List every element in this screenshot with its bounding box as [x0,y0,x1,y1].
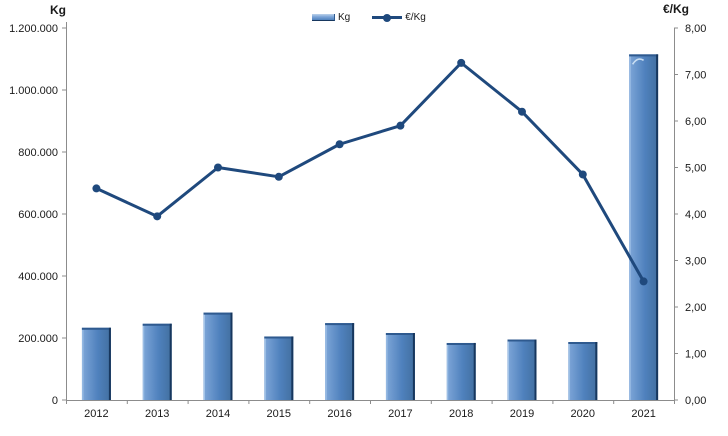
axes [62,22,678,404]
price-marker-2012 [92,184,101,193]
x-axis-category-label: 2020 [571,408,595,420]
legend-item-eur-per-kg: €/Kg [372,12,426,23]
legend-label-kg: Kg [338,12,351,23]
left-axis-tick-label: 1.200.000 [9,23,58,35]
bar-2013 [142,323,172,400]
left-axis-tick-label: 600.000 [18,209,58,221]
bars-group [81,54,659,400]
bar-2019 [507,339,537,400]
right-axis-tick-label: 2,00 [685,302,706,314]
line-series-swatch-icon [372,13,403,22]
bar-body [264,336,294,400]
bar-2020 [568,342,598,400]
bar-2016 [325,323,355,400]
left-axis-tick-label: 0 [52,395,58,407]
price-marker-2018 [457,58,466,67]
bar-body [385,333,415,400]
legend-item-kg: Kg [312,12,350,23]
right-axis-tick-label: 0,00 [685,395,706,407]
left-axis-tick-label: 200.000 [18,333,58,345]
price-marker-2017 [396,121,405,130]
bar-2012 [81,327,111,400]
bar-body [568,342,598,400]
price-marker-2016 [335,140,344,149]
price-marker-2013 [153,212,162,221]
price-line [94,61,646,283]
bar-highlight-mark [631,58,645,65]
bar-body [325,323,355,400]
price-marker-2021 [639,277,648,286]
price-marker-2014 [214,163,222,172]
bar-2015 [264,336,294,400]
line-marker-icon [383,13,392,22]
x-axis-category-label: 2017 [388,408,412,420]
legend: Kg €/Kg [312,12,426,23]
left-axis-tick-label: 800.000 [18,147,58,159]
bar-series-swatch-icon [312,14,335,21]
bar-body [203,312,233,400]
bar-2017 [385,333,415,400]
left-axis-tick-label: 1.000.000 [9,85,58,97]
bar-body [507,339,537,400]
right-axis-tick-label: 7,00 [685,70,706,82]
x-axis-category-label: 2018 [449,408,473,420]
bar-2021 [629,54,659,400]
price-marker-2020 [578,170,587,179]
left-axis-title: Kg [50,3,66,17]
x-axis-category-label: 2015 [267,408,291,420]
right-axis-tick-label: 5,00 [685,163,706,175]
x-axis-category-label: 2013 [145,408,169,420]
x-axis-category-label: 2012 [84,408,108,420]
bar-body [142,323,172,400]
right-axis-tick-label: 6,00 [685,116,706,128]
left-axis-tick-label: 400.000 [18,271,58,283]
bar-body [81,327,111,400]
legend-label-eur-per-kg: €/Kg [405,12,426,23]
price-marker-2019 [518,107,526,116]
right-axis-tick-label: 8,00 [685,23,706,35]
right-axis-tick-label: 1,00 [685,349,706,361]
x-axis-category-label: 2019 [510,408,534,420]
right-axis-tick-label: 3,00 [685,256,706,268]
x-axis-category-label: 2021 [631,408,655,420]
x-axis-category-label: 2014 [206,408,230,420]
bar-2018 [446,342,476,400]
bar-body [446,342,476,400]
bar-body [629,54,659,400]
price-marker-2015 [274,172,283,181]
right-axis-tick-label: 4,00 [685,209,706,221]
bar-2014 [203,312,233,400]
x-axis-category-label: 2016 [327,408,351,420]
right-axis-title: €/Kg [663,2,690,16]
price-line-group [92,58,648,286]
